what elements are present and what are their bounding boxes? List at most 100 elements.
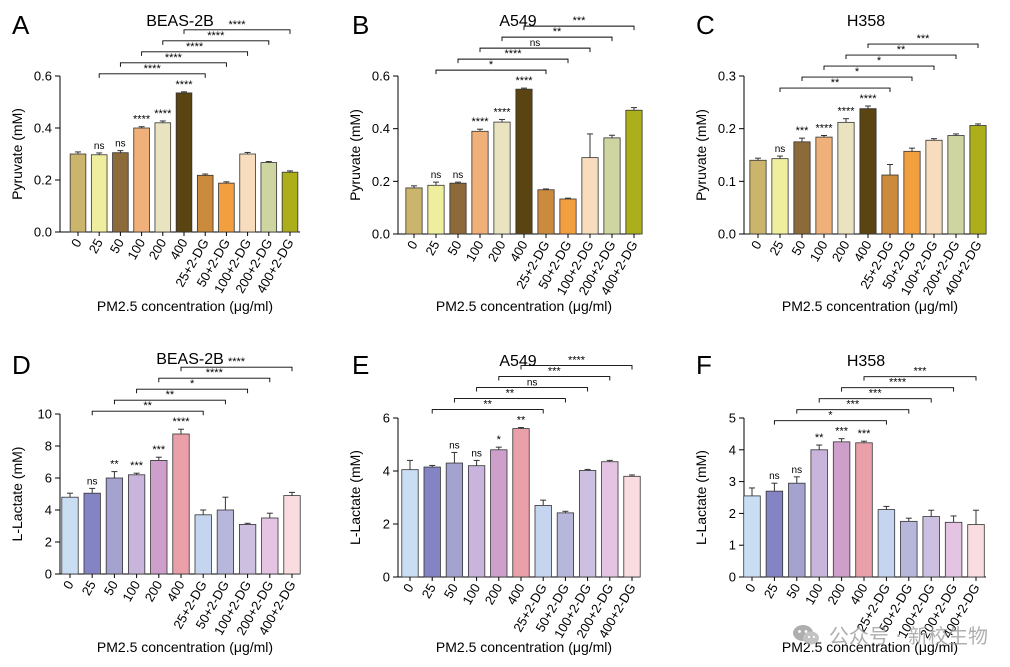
bracket-label: *** — [548, 366, 562, 378]
bracket-label: **** — [504, 48, 522, 60]
comparison-bracket — [845, 54, 957, 60]
significance-label: **** — [493, 106, 511, 118]
x-tick-label: 200 — [482, 581, 506, 607]
bar-200+2-DG — [261, 517, 279, 575]
bar-400 — [859, 108, 877, 235]
significance-label: ns — [94, 141, 105, 152]
y-tick-label: 4 — [45, 503, 52, 518]
comparison-bracket — [476, 387, 589, 392]
x-tick-label: 100 — [807, 238, 831, 264]
bar-200+2-DG — [947, 135, 965, 235]
bar-25+2-DG — [881, 174, 899, 235]
panel-letter: F — [696, 350, 712, 380]
y-tick-label: 0.0 — [372, 227, 390, 242]
bar-400 — [175, 92, 193, 233]
comparison-bracket — [773, 420, 887, 425]
bracket-label: * — [828, 410, 833, 422]
bracket-label: * — [489, 59, 494, 71]
significance-label: ns — [115, 139, 126, 150]
y-tick-label: 6 — [45, 471, 52, 486]
bar-400+2-DG — [625, 109, 643, 235]
bar-200+2-DG — [260, 162, 278, 233]
x-tick-label: 0 — [748, 238, 765, 252]
significance-label: *** — [152, 444, 166, 456]
bracket-label: ** — [553, 26, 562, 38]
bar-100 — [815, 136, 833, 235]
comparison-bracket — [113, 399, 226, 405]
bracket-label: ** — [143, 400, 152, 412]
y-tick-label: 0.2 — [718, 121, 736, 136]
bar-100 — [133, 127, 150, 233]
bar-25 — [83, 492, 101, 575]
x-axis-label: PM2.5 concentration (μg/ml) — [436, 298, 612, 314]
bracket-label: *** — [573, 15, 587, 27]
x-tick-label: 0 — [68, 236, 85, 250]
significance-label: ** — [517, 415, 526, 427]
x-tick-label: 25 — [766, 238, 786, 258]
bar-50+2-DG — [218, 182, 235, 233]
x-tick-label: 0 — [404, 238, 421, 252]
bar-200 — [493, 121, 511, 235]
x-tick-label: 100 — [124, 236, 148, 262]
bracket-label: *** — [846, 399, 860, 411]
comparison-bracket — [520, 365, 633, 370]
significance-label: *** — [796, 125, 810, 137]
x-axis-label: PM2.5 concentration (μg/ml) — [97, 298, 273, 314]
comparison-bracket — [479, 47, 591, 53]
bar-50+2-DG — [903, 150, 921, 235]
bar-50 — [105, 477, 124, 575]
x-tick-label: 25 — [422, 238, 442, 258]
bracket-label: *** — [914, 366, 928, 378]
bracket-label: * — [855, 66, 860, 78]
bar-50 — [449, 182, 467, 235]
panel-letter: C — [696, 10, 715, 40]
bar-50+2-DG — [559, 198, 577, 235]
x-tick-label: 25 — [761, 581, 781, 601]
panel-letter: A — [12, 10, 30, 40]
bar-25+2-DG — [196, 174, 214, 233]
bar-100+2-DG — [925, 139, 943, 235]
bracket-label: **** — [207, 30, 225, 42]
significance-label: ** — [110, 459, 119, 471]
comparison-bracket — [453, 398, 566, 403]
y-tick-label: 0 — [383, 570, 390, 585]
chart-title: BEAS-2B — [146, 13, 214, 30]
bar-50+2-DG — [556, 512, 575, 578]
significance-label: **** — [133, 114, 151, 126]
bracket-label: **** — [206, 367, 224, 379]
x-tick-label: 200 — [824, 581, 848, 607]
y-tick-label: 10 — [38, 407, 52, 422]
bar-100+2-DG — [922, 516, 940, 578]
panel-letter: D — [12, 350, 31, 380]
bracket-label: **** — [228, 19, 246, 31]
y-tick-label: 0.6 — [34, 69, 52, 84]
y-tick-label: 2 — [45, 535, 52, 550]
comparison-bracket — [523, 25, 635, 31]
significance-label: *** — [835, 426, 849, 438]
y-tick-label: 0.2 — [34, 173, 52, 188]
bar-50 — [788, 482, 806, 578]
x-tick-label: 100 — [802, 581, 826, 607]
significance-label: **** — [471, 116, 489, 128]
significance-label: ns — [87, 476, 98, 487]
bar-100+2-DG — [238, 524, 257, 575]
significance-label: ns — [471, 448, 482, 459]
y-tick-label: 0.0 — [34, 225, 52, 240]
comparison-bracket — [431, 409, 544, 414]
x-tick-label: 0 — [742, 581, 759, 595]
chart-title: A549 — [499, 13, 536, 30]
bar-200+2-DG — [944, 521, 963, 578]
y-tick-label: 2 — [383, 517, 390, 532]
bracket-label: ** — [506, 388, 515, 400]
y-tick-label: 0.0 — [718, 227, 736, 242]
bar-200 — [837, 121, 855, 235]
comparison-bracket — [841, 387, 955, 392]
significance-label: ** — [815, 432, 824, 444]
y-axis-label: L-Lactate (mM) — [347, 450, 363, 545]
bar-400+2-DG — [283, 495, 301, 575]
bar-0 — [69, 153, 87, 233]
y-axis-label: Pyruvate (mM) — [347, 109, 363, 201]
comparison-bracket — [98, 73, 206, 78]
bar-400 — [855, 442, 873, 578]
